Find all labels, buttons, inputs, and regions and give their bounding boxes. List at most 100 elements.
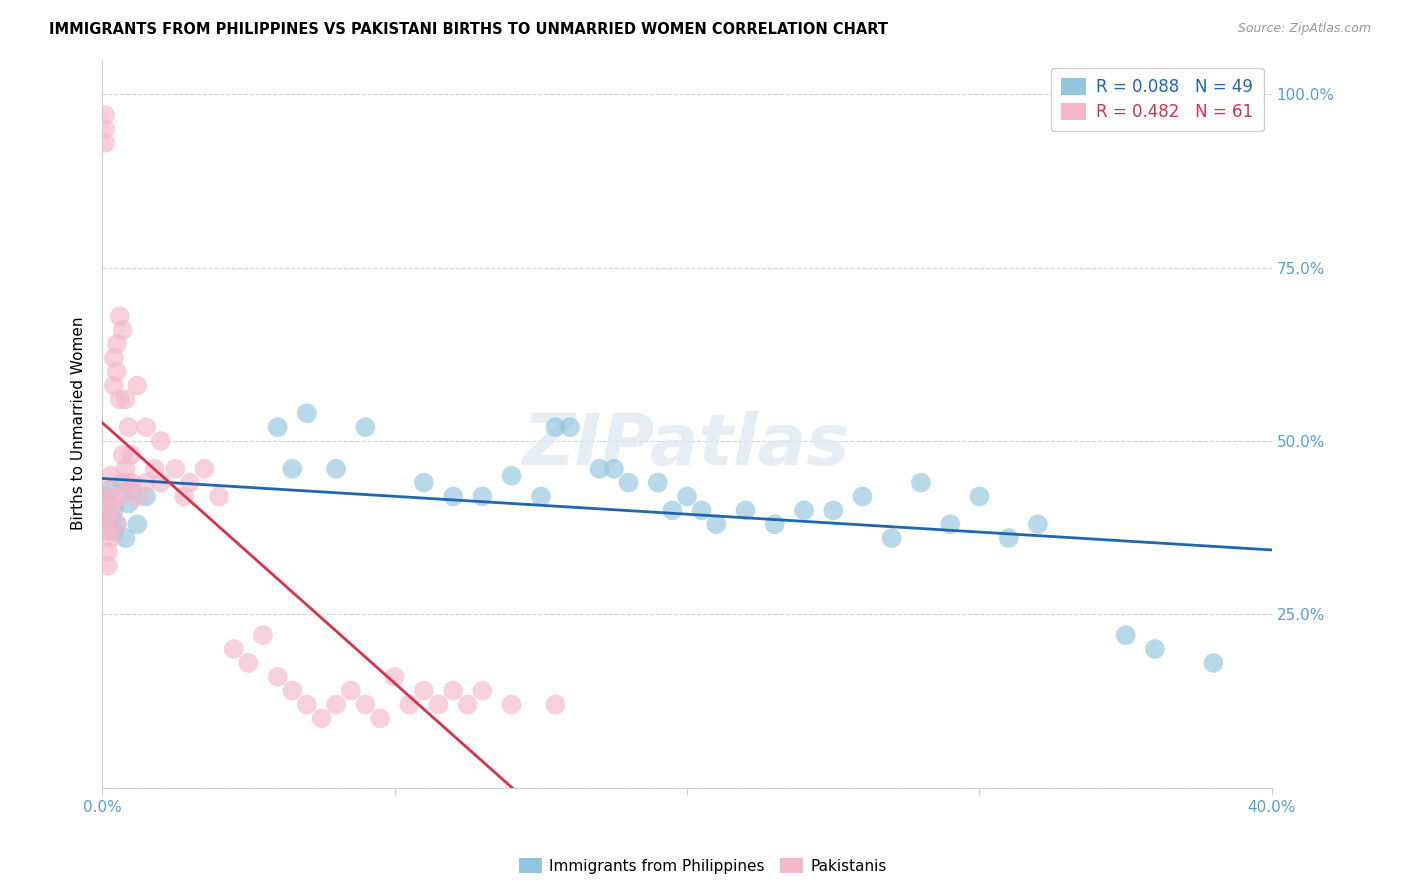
Point (603, 462, 626, 476)
Point (647, 475, 669, 490)
Point (252, 628, 274, 642)
Point (544, 420, 567, 434)
Point (588, 462, 610, 476)
Point (100, 510, 122, 524)
Point (281, 462, 304, 476)
Point (939, 517, 962, 532)
Point (117, 475, 139, 490)
Point (94, 503, 117, 517)
Point (471, 683, 494, 698)
Point (94, 490, 117, 504)
Text: IMMIGRANTS FROM PHILIPPINES VS PAKISTANI BIRTHS TO UNMARRIED WOMEN CORRELATION C: IMMIGRANTS FROM PHILIPPINES VS PAKISTANI… (49, 22, 889, 37)
Point (441, 490, 464, 504)
Point (793, 503, 815, 517)
Point (120, 483, 142, 497)
Point (135, 420, 157, 434)
Point (105, 365, 128, 379)
Text: Source: ZipAtlas.com: Source: ZipAtlas.com (1237, 22, 1371, 36)
Point (111, 448, 134, 462)
Point (97, 517, 120, 532)
Point (100, 468, 122, 483)
Point (734, 503, 756, 517)
Point (501, 468, 523, 483)
Point (544, 698, 567, 712)
Point (100, 483, 122, 497)
Point (100, 503, 122, 517)
Point (281, 683, 304, 698)
Point (120, 475, 142, 490)
Point (910, 475, 932, 490)
Point (661, 503, 683, 517)
Point (530, 490, 553, 504)
Point (441, 683, 464, 698)
Point (105, 337, 128, 351)
Point (127, 378, 149, 392)
Point (97, 503, 120, 517)
Point (149, 434, 172, 448)
Point (412, 475, 434, 490)
Point (135, 475, 157, 490)
Point (354, 698, 377, 712)
Y-axis label: Births to Unmarried Women: Births to Unmarried Women (72, 317, 86, 531)
Point (997, 531, 1019, 545)
Point (384, 670, 406, 684)
Point (880, 531, 903, 545)
Point (165, 462, 187, 476)
Point (763, 517, 786, 532)
Point (97, 496, 120, 510)
Point (94, 122, 117, 136)
Point (325, 698, 347, 712)
Point (222, 642, 245, 657)
Text: ZIPatlas: ZIPatlas (523, 411, 851, 480)
Point (676, 490, 699, 504)
Legend: Immigrants from Philippines, Pakistanis: Immigrants from Philippines, Pakistanis (513, 852, 893, 880)
Point (103, 378, 125, 392)
Point (969, 490, 991, 504)
Point (398, 698, 420, 712)
Point (295, 406, 318, 420)
Point (1143, 642, 1166, 657)
Point (208, 490, 231, 504)
Point (823, 503, 845, 517)
Point (94, 108, 117, 122)
Point (105, 517, 128, 532)
Point (103, 503, 125, 517)
Point (179, 475, 201, 490)
Point (617, 475, 640, 490)
Point (412, 683, 434, 698)
Point (97, 524, 120, 538)
Point (501, 698, 523, 712)
Point (266, 670, 288, 684)
Point (704, 517, 727, 532)
Point (457, 698, 479, 712)
Point (111, 323, 134, 337)
Point (108, 309, 131, 323)
Point (111, 475, 134, 490)
Point (103, 490, 125, 504)
Point (94, 136, 117, 150)
Point (117, 420, 139, 434)
Point (266, 420, 288, 434)
Legend: R = 0.088   N = 49, R = 0.482   N = 61: R = 0.088 N = 49, R = 0.482 N = 61 (1052, 68, 1264, 131)
Point (143, 462, 166, 476)
Point (97, 545, 120, 559)
Point (1202, 656, 1225, 670)
Point (851, 490, 873, 504)
Point (354, 420, 377, 434)
Point (295, 698, 318, 712)
Point (690, 503, 713, 517)
Point (114, 462, 136, 476)
Point (339, 683, 361, 698)
Point (103, 524, 125, 538)
Point (427, 698, 450, 712)
Point (135, 490, 157, 504)
Point (325, 462, 347, 476)
Point (94, 490, 117, 504)
Point (1026, 517, 1049, 532)
Point (97, 558, 120, 573)
Point (149, 475, 172, 490)
Point (471, 490, 494, 504)
Point (94, 517, 117, 532)
Point (100, 531, 122, 545)
Point (368, 711, 391, 725)
